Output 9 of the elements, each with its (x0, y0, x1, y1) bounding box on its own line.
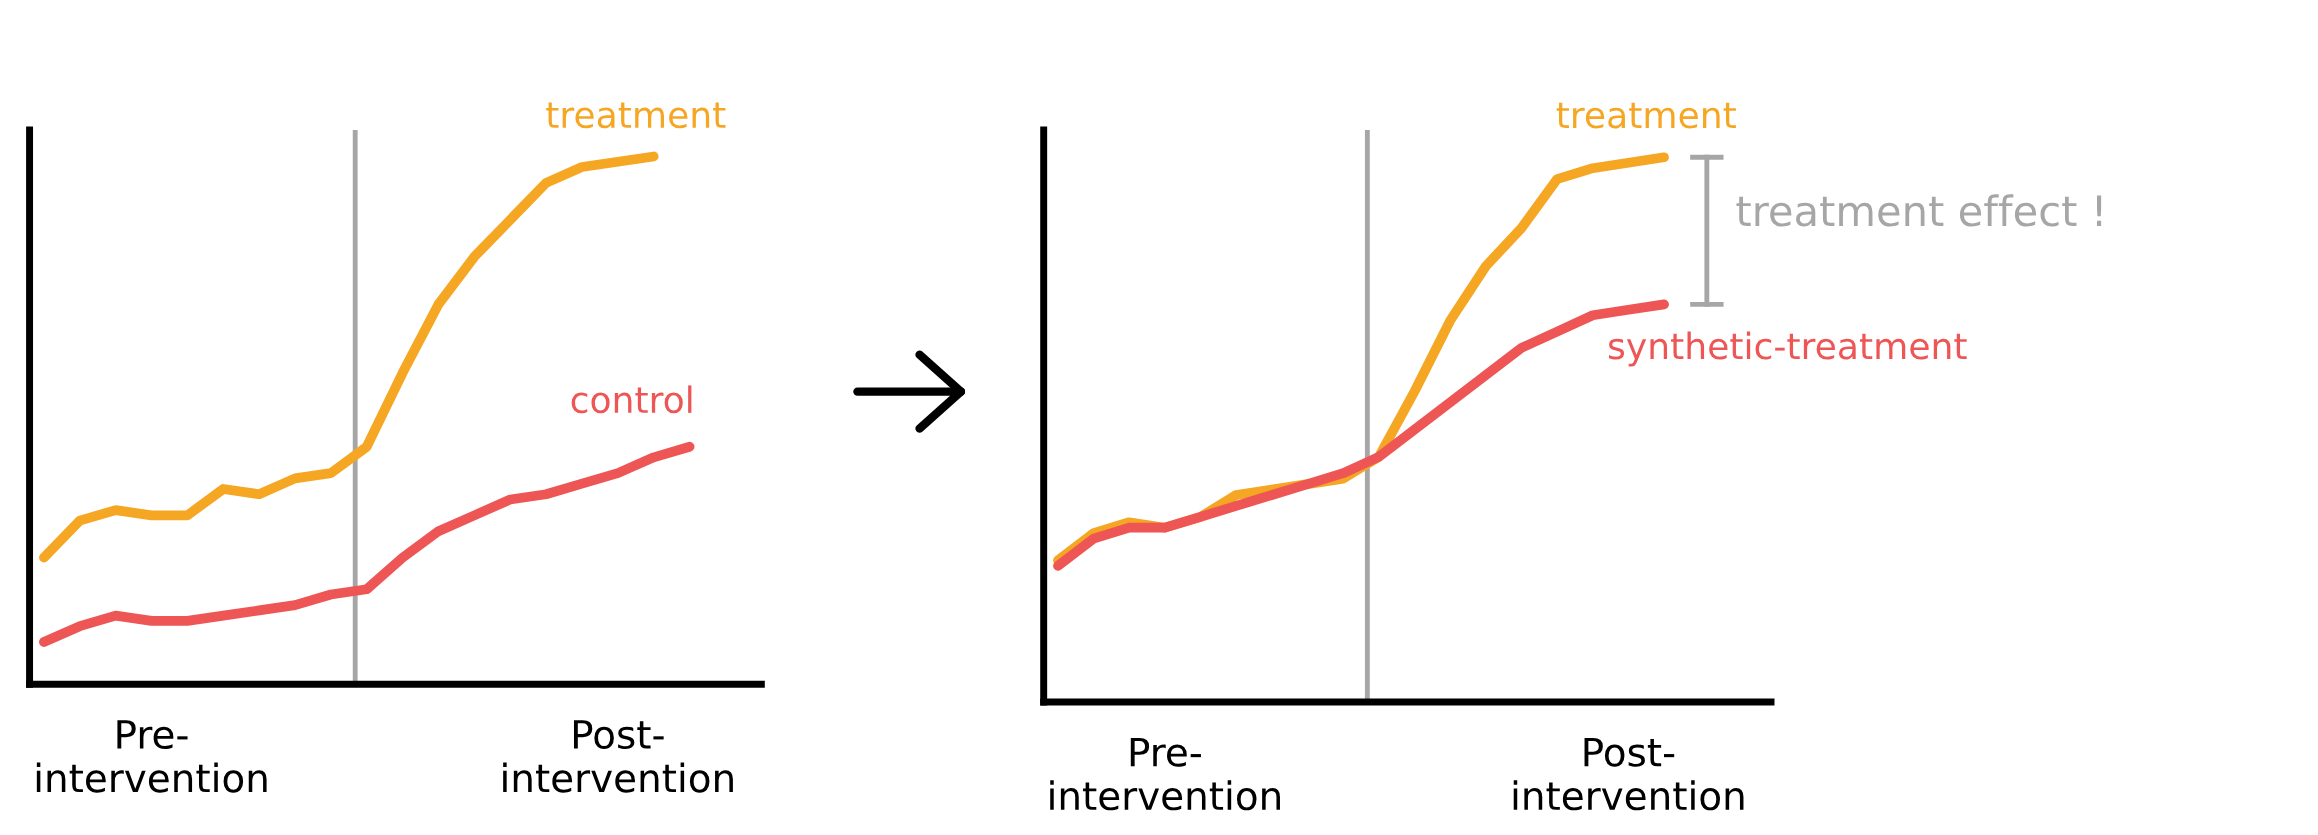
series-label: treatment (546, 102, 726, 129)
x-tick-label: Pre- intervention (1050, 737, 1280, 811)
series-label: control (571, 385, 692, 414)
x-tick-label: Pre- intervention (36, 720, 267, 793)
series-label: synthetic-treatment (1608, 331, 1967, 367)
x-tick-label: Post- intervention (1513, 737, 1744, 811)
annotation: treatment effect ! (1736, 194, 2102, 227)
series-label: treatment (1556, 102, 1736, 129)
x-tick-label: Post- intervention (503, 720, 733, 793)
